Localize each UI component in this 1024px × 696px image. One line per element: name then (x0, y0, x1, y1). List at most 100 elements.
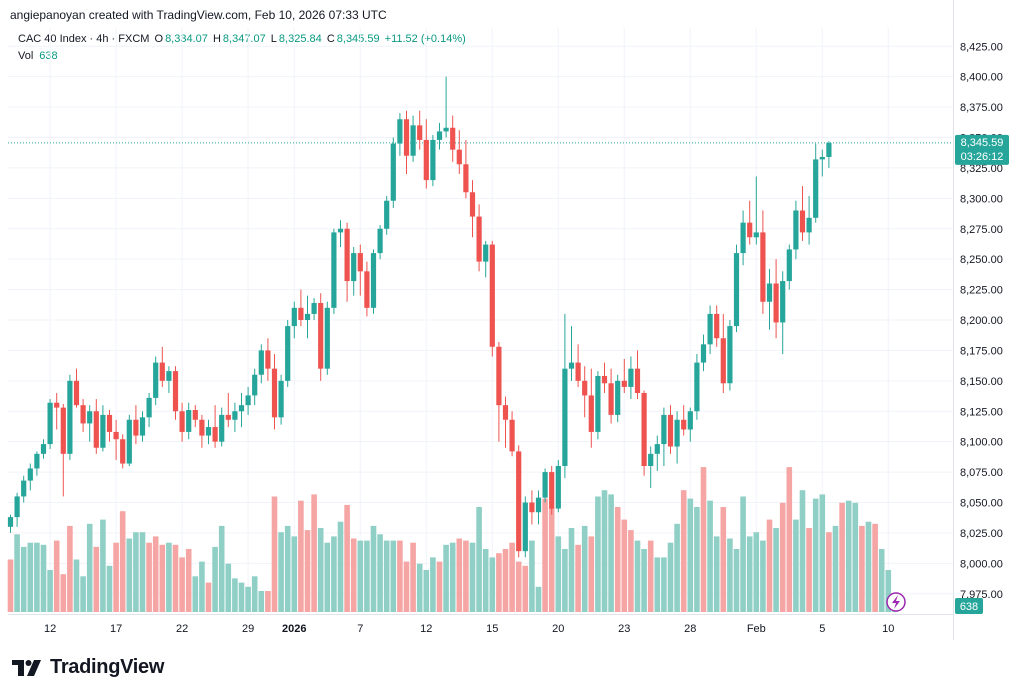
candle-body (654, 444, 660, 454)
candle-body (377, 228, 383, 254)
volume-bar (595, 496, 601, 612)
volume-bar (885, 570, 892, 612)
volume-bar (469, 542, 476, 612)
volume-bar (496, 553, 502, 612)
volume-bar (172, 544, 179, 612)
volume-bar (575, 544, 581, 612)
candle-body (113, 431, 119, 440)
volume-bar (786, 467, 793, 612)
candle-body (265, 350, 271, 369)
volume-bar (634, 540, 641, 612)
volume-bar (73, 559, 80, 612)
volume-bar (357, 540, 364, 612)
candle-body (522, 502, 528, 552)
price-tag-box (955, 134, 1009, 165)
candle-body (615, 380, 621, 415)
y-tick-label: 8,400.00 (960, 72, 1003, 84)
candle-body (469, 192, 476, 217)
candle-body (674, 419, 680, 447)
candle-body (304, 313, 311, 320)
x-tick-label: 23 (618, 623, 630, 635)
volume-bar (324, 542, 331, 612)
candle-body (720, 338, 726, 384)
candle-body (740, 222, 746, 254)
volume-bar (581, 525, 588, 612)
candle-body (773, 283, 779, 323)
candle-body (212, 427, 218, 442)
close-label: C (326, 33, 335, 45)
candle-body (575, 362, 581, 381)
volume-bar (713, 536, 720, 612)
candle-body (694, 362, 700, 412)
volume-bar (720, 507, 727, 612)
volume-bar (793, 519, 799, 612)
candle-body (687, 411, 693, 430)
candle-body (628, 368, 634, 387)
volume-bar (740, 496, 746, 612)
volume-bar (139, 532, 146, 612)
candle-body (489, 244, 495, 347)
volume-bar (113, 542, 119, 612)
volume-bar (456, 538, 463, 612)
candle-body (370, 253, 377, 308)
x-tick-label: 20 (552, 623, 564, 635)
volume-bar (601, 490, 608, 612)
volume-bar (166, 542, 172, 612)
volume-bar (423, 570, 430, 612)
candle-body (502, 405, 509, 420)
candle-body (93, 411, 99, 448)
candle-body (450, 127, 456, 150)
volume-bar (251, 576, 258, 612)
volume-bar (27, 542, 34, 612)
volume-bar (832, 525, 839, 612)
volume-bar (436, 561, 443, 612)
price-chart[interactable]: 8,425.008,400.008,375.008,350.008,325.00… (0, 0, 1024, 640)
volume-bar (812, 498, 819, 612)
volume-bar (60, 574, 67, 612)
volume-bar (238, 582, 245, 612)
candle-body (714, 313, 720, 339)
candle-body (351, 253, 357, 282)
volume-bar (344, 504, 350, 612)
candle-body (166, 371, 172, 381)
high-value: 8,347.07 (222, 33, 266, 45)
volume-bar (647, 540, 654, 612)
vol-label[interactable]: Vol (18, 50, 34, 62)
x-tick-label: 22 (176, 623, 188, 635)
volume-bar (443, 544, 449, 612)
volume-bar (199, 561, 205, 612)
volume-bar (126, 538, 133, 612)
volume-bar (562, 549, 568, 612)
volume-bar (555, 536, 562, 612)
candle-body (397, 119, 403, 144)
volume-bar (430, 557, 436, 612)
low-label: L (270, 33, 277, 45)
candle-body (417, 125, 423, 140)
volume-legend: Vol 638 (18, 50, 58, 62)
volume-bar (146, 542, 152, 612)
volume-bar (588, 536, 595, 612)
candle-body (648, 453, 654, 466)
volume-bar (707, 500, 713, 612)
candle-body (27, 468, 33, 481)
volume-bar (232, 578, 238, 612)
candle-body (232, 411, 238, 420)
volume-bar (291, 536, 298, 612)
candle-body (443, 127, 449, 132)
candle-body (733, 253, 740, 327)
volume-bar (878, 549, 885, 612)
candle-body (225, 414, 231, 420)
candle-body (73, 380, 80, 406)
candle-body (588, 395, 594, 432)
candle-body (324, 307, 330, 369)
volume-bar (845, 500, 852, 612)
x-tick-label: 7 (357, 623, 363, 635)
volume-bar (53, 540, 60, 612)
candle-body (80, 405, 86, 424)
candle-body (562, 368, 568, 466)
candle-body (21, 480, 27, 497)
candle-body (238, 405, 245, 412)
candle-body (608, 383, 614, 415)
candle-body (436, 131, 443, 140)
volume-tag-value: 638 (960, 601, 978, 613)
